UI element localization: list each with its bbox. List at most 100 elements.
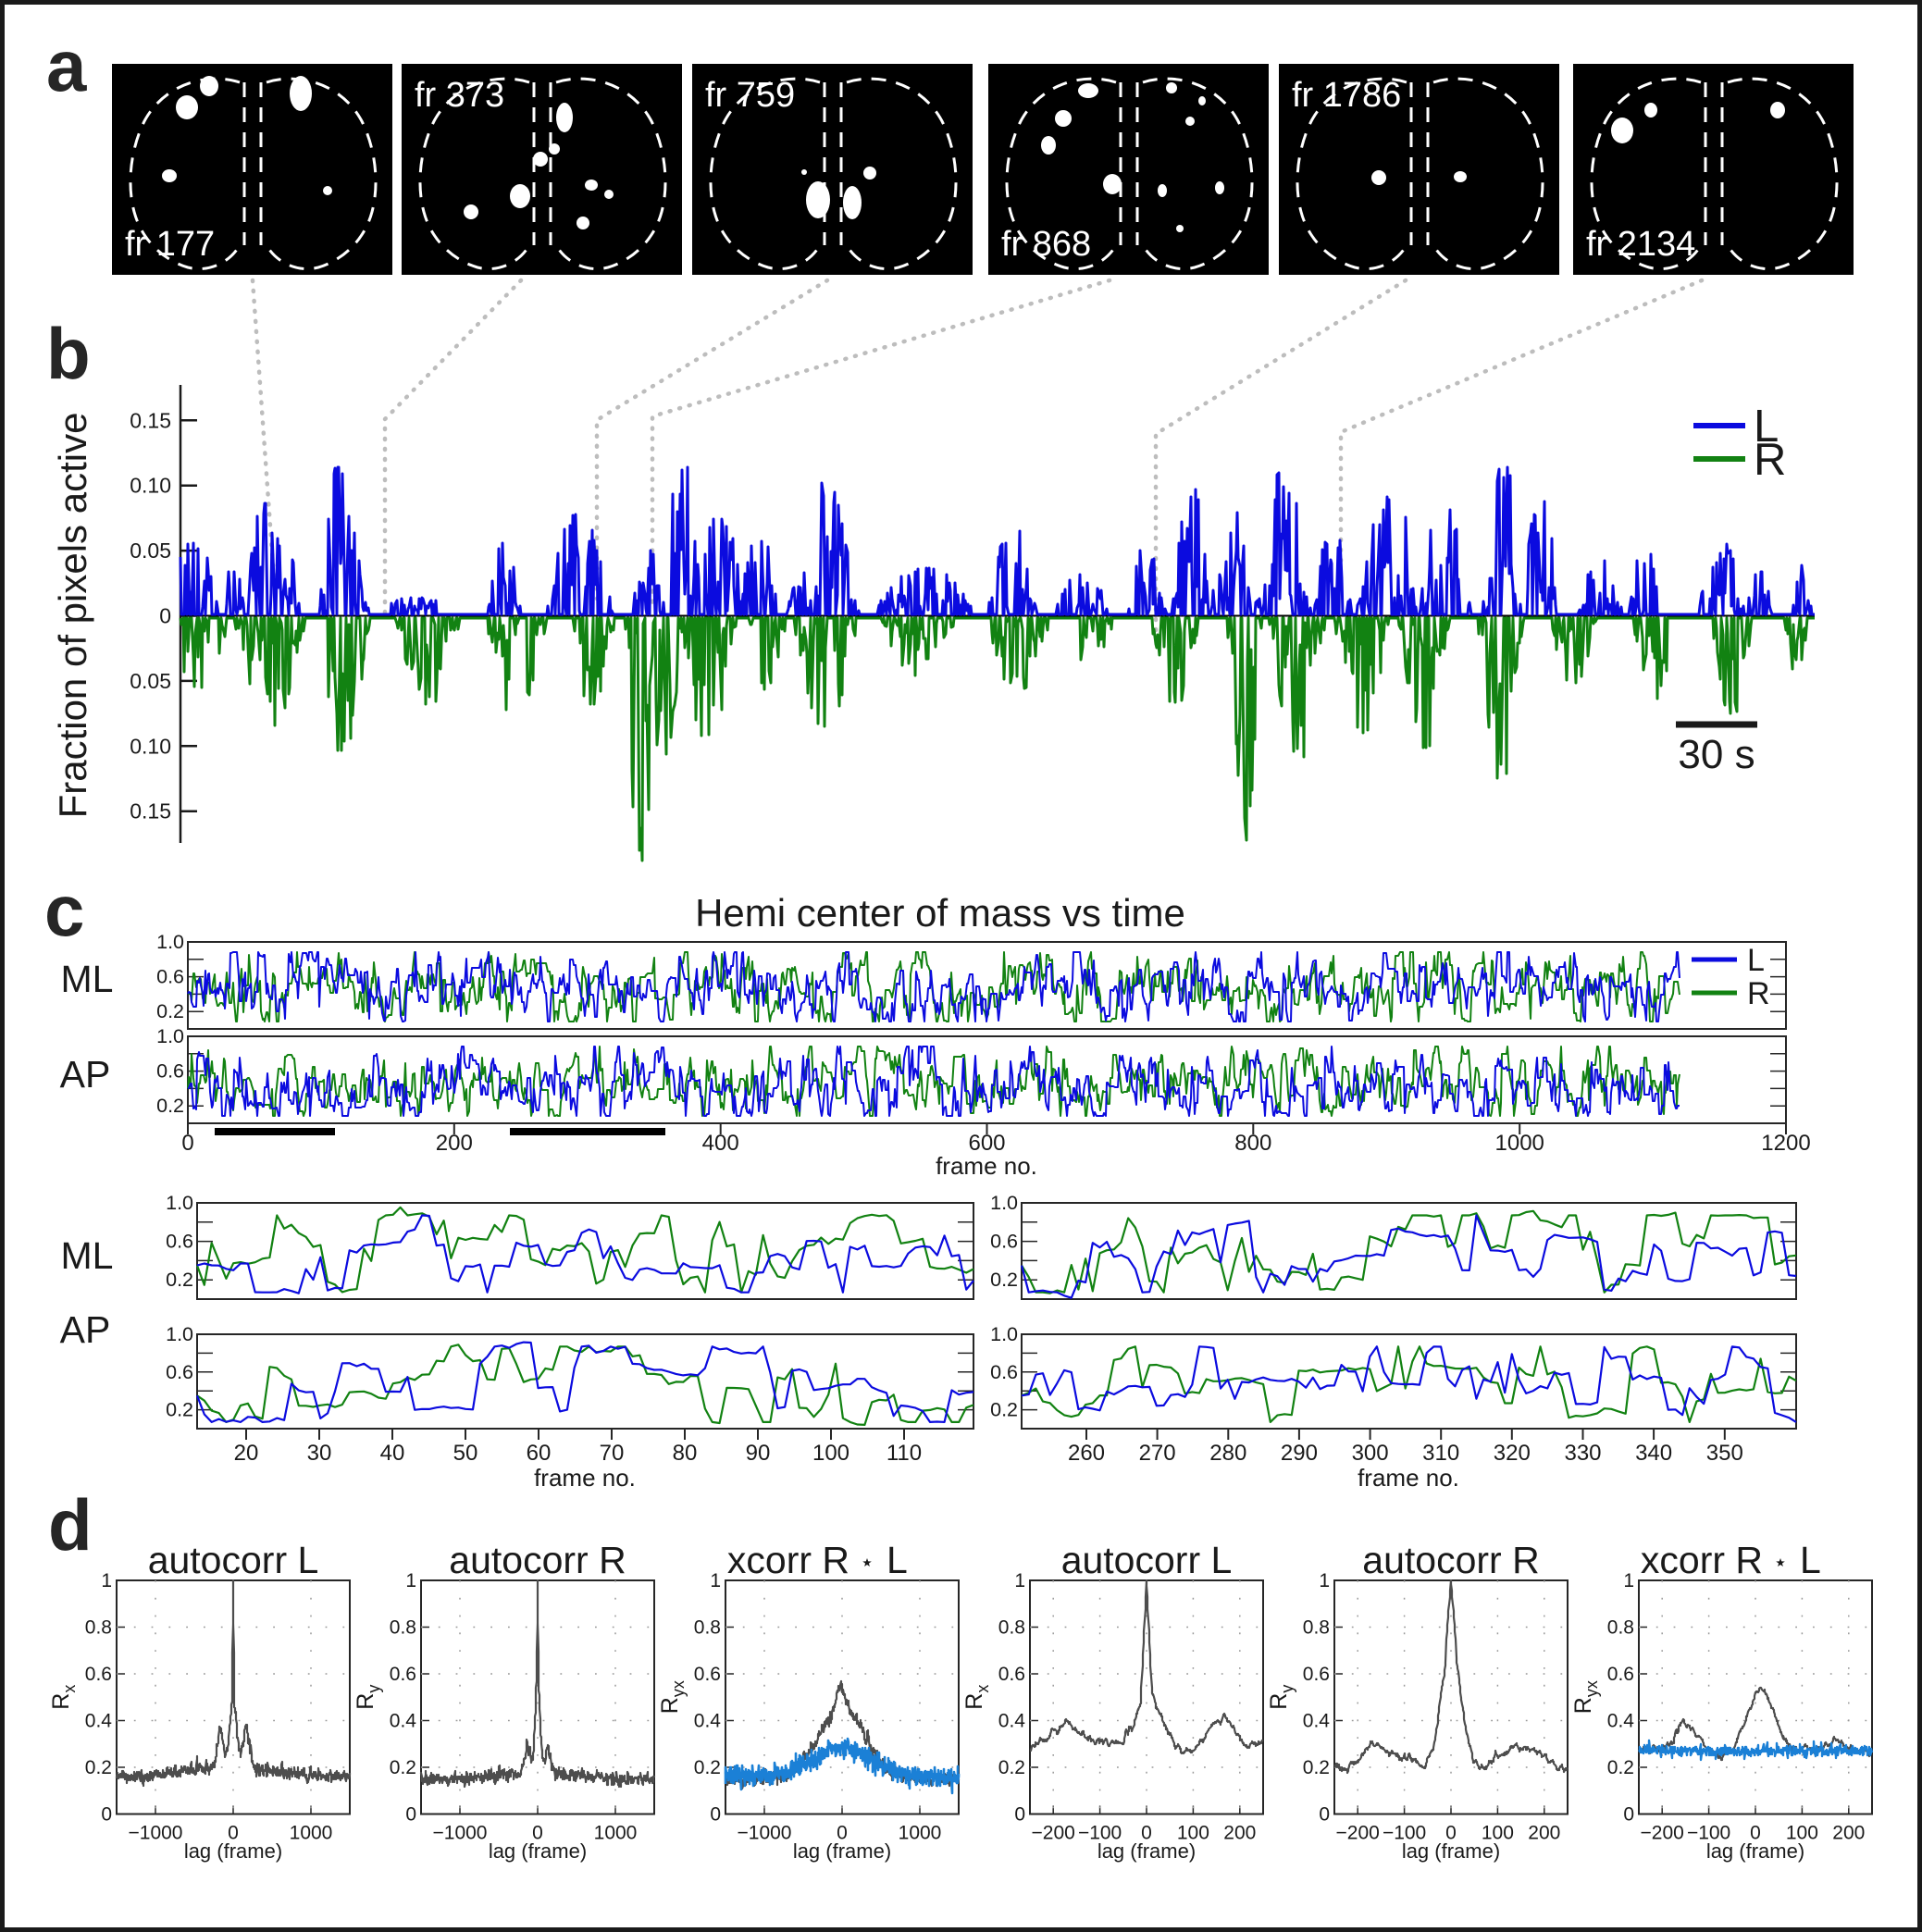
svg-text:50: 50 — [453, 1441, 478, 1466]
svg-text:fr 177: fr 177 — [125, 225, 215, 264]
svg-text:0.8: 0.8 — [85, 1617, 112, 1639]
svg-text:fr 1786: fr 1786 — [1292, 76, 1401, 115]
svg-text:autocorr L: autocorr L — [148, 1539, 319, 1581]
svg-text:0: 0 — [1319, 1804, 1330, 1826]
svg-text:0.4: 0.4 — [390, 1711, 417, 1732]
svg-text:1.0: 1.0 — [156, 1025, 184, 1047]
svg-text:−1000: −1000 — [129, 1823, 183, 1844]
svg-text:lag (frame): lag (frame) — [1706, 1839, 1804, 1863]
svg-text:0: 0 — [159, 604, 171, 628]
svg-text:20: 20 — [234, 1441, 259, 1466]
svg-text:0: 0 — [1623, 1804, 1634, 1826]
svg-text:0.6: 0.6 — [1303, 1664, 1330, 1685]
svg-text:0.2: 0.2 — [990, 1269, 1018, 1291]
svg-text:1200: 1200 — [1761, 1131, 1810, 1156]
svg-text:260: 260 — [1068, 1441, 1105, 1466]
svg-text:1: 1 — [101, 1570, 112, 1591]
svg-text:lag (frame): lag (frame) — [1097, 1839, 1196, 1863]
svg-text:ML: ML — [61, 1234, 114, 1277]
svg-text:0.8: 0.8 — [1303, 1617, 1330, 1639]
svg-text:0.2: 0.2 — [694, 1757, 721, 1778]
svg-text:280: 280 — [1209, 1441, 1246, 1466]
svg-text:80: 80 — [673, 1441, 698, 1466]
svg-text:0: 0 — [1141, 1823, 1152, 1844]
svg-text:320: 320 — [1494, 1441, 1531, 1466]
svg-text:0.6: 0.6 — [166, 1361, 193, 1383]
svg-text:0: 0 — [837, 1823, 848, 1844]
svg-text:fr 373: fr 373 — [415, 76, 504, 115]
svg-text:0.4: 0.4 — [998, 1711, 1026, 1732]
svg-text:d: d — [48, 1484, 93, 1566]
svg-text:0.05: 0.05 — [130, 539, 171, 563]
svg-text:0.8: 0.8 — [694, 1617, 721, 1639]
svg-text:0.6: 0.6 — [390, 1664, 416, 1685]
svg-text:AP: AP — [60, 1308, 111, 1351]
svg-text:1: 1 — [710, 1570, 721, 1591]
svg-text:0.6: 0.6 — [166, 1231, 193, 1253]
svg-text:1000: 1000 — [899, 1823, 942, 1844]
svg-text:autocorr R: autocorr R — [1362, 1539, 1539, 1581]
svg-text:0.6: 0.6 — [998, 1664, 1025, 1685]
svg-text:0.2: 0.2 — [390, 1757, 416, 1778]
svg-text:b: b — [46, 313, 91, 394]
svg-text:−200: −200 — [1336, 1823, 1380, 1844]
svg-text:200: 200 — [1528, 1823, 1560, 1844]
svg-text:0.2: 0.2 — [156, 1000, 184, 1022]
svg-text:350: 350 — [1706, 1441, 1743, 1466]
svg-text:Hemi center of mass vs time: Hemi center of mass vs time — [695, 891, 1185, 935]
svg-text:40: 40 — [380, 1441, 405, 1466]
svg-text:30 s: 30 s — [1678, 732, 1755, 777]
svg-text:60: 60 — [527, 1441, 552, 1466]
svg-text:1.0: 1.0 — [990, 1192, 1018, 1214]
svg-text:100: 100 — [812, 1441, 849, 1466]
svg-text:200: 200 — [1832, 1823, 1865, 1844]
svg-text:xcorr R: xcorr R — [1641, 1539, 1763, 1581]
svg-text:lag (frame): lag (frame) — [793, 1839, 891, 1863]
svg-text:frame no.: frame no. — [534, 1464, 636, 1492]
svg-text:0: 0 — [1445, 1823, 1457, 1844]
svg-text:−200: −200 — [1032, 1823, 1075, 1844]
svg-text:0.8: 0.8 — [1607, 1617, 1634, 1639]
svg-text:0: 0 — [1750, 1823, 1761, 1844]
svg-text:1000: 1000 — [594, 1823, 638, 1844]
svg-text:1.0: 1.0 — [166, 1323, 193, 1345]
svg-text:0: 0 — [710, 1804, 721, 1826]
svg-text:90: 90 — [746, 1441, 771, 1466]
svg-text:1000: 1000 — [290, 1823, 333, 1844]
svg-text:0.10: 0.10 — [130, 474, 171, 498]
svg-text:0.2: 0.2 — [166, 1399, 193, 1421]
svg-text:200: 200 — [436, 1131, 473, 1156]
svg-text:1: 1 — [1014, 1570, 1025, 1591]
svg-text:0.2: 0.2 — [1303, 1757, 1330, 1778]
svg-text:100: 100 — [1177, 1823, 1209, 1844]
svg-text:fr 759: fr 759 — [705, 76, 795, 115]
svg-text:1.0: 1.0 — [156, 931, 184, 953]
svg-text:600: 600 — [968, 1131, 1005, 1156]
svg-text:L: L — [887, 1539, 908, 1581]
svg-text:ML: ML — [61, 958, 114, 1000]
svg-text:0.15: 0.15 — [130, 408, 171, 432]
svg-text:0.2: 0.2 — [85, 1757, 112, 1778]
svg-text:1: 1 — [405, 1570, 416, 1591]
svg-text:0.2: 0.2 — [156, 1095, 184, 1117]
svg-text:1: 1 — [1319, 1570, 1330, 1591]
svg-text:270: 270 — [1139, 1441, 1176, 1466]
svg-text:0: 0 — [405, 1804, 416, 1826]
svg-text:−1000: −1000 — [738, 1823, 792, 1844]
svg-text:a: a — [46, 25, 87, 106]
svg-text:0.2: 0.2 — [1607, 1757, 1634, 1778]
svg-text:800: 800 — [1234, 1131, 1271, 1156]
svg-text:L: L — [1747, 943, 1765, 978]
svg-text:0.6: 0.6 — [156, 1060, 184, 1083]
svg-text:1.0: 1.0 — [990, 1323, 1018, 1345]
svg-text:310: 310 — [1422, 1441, 1459, 1466]
svg-text:290: 290 — [1281, 1441, 1318, 1466]
svg-text:autocorr R: autocorr R — [449, 1539, 626, 1581]
svg-text:lag (frame): lag (frame) — [1402, 1839, 1500, 1863]
svg-text:lag (frame): lag (frame) — [184, 1839, 282, 1863]
svg-text:0.6: 0.6 — [1607, 1664, 1634, 1685]
svg-text:0.6: 0.6 — [990, 1231, 1018, 1253]
svg-text:−100: −100 — [1383, 1823, 1426, 1844]
svg-text:0.6: 0.6 — [990, 1361, 1018, 1383]
svg-text:1000: 1000 — [1495, 1131, 1544, 1156]
